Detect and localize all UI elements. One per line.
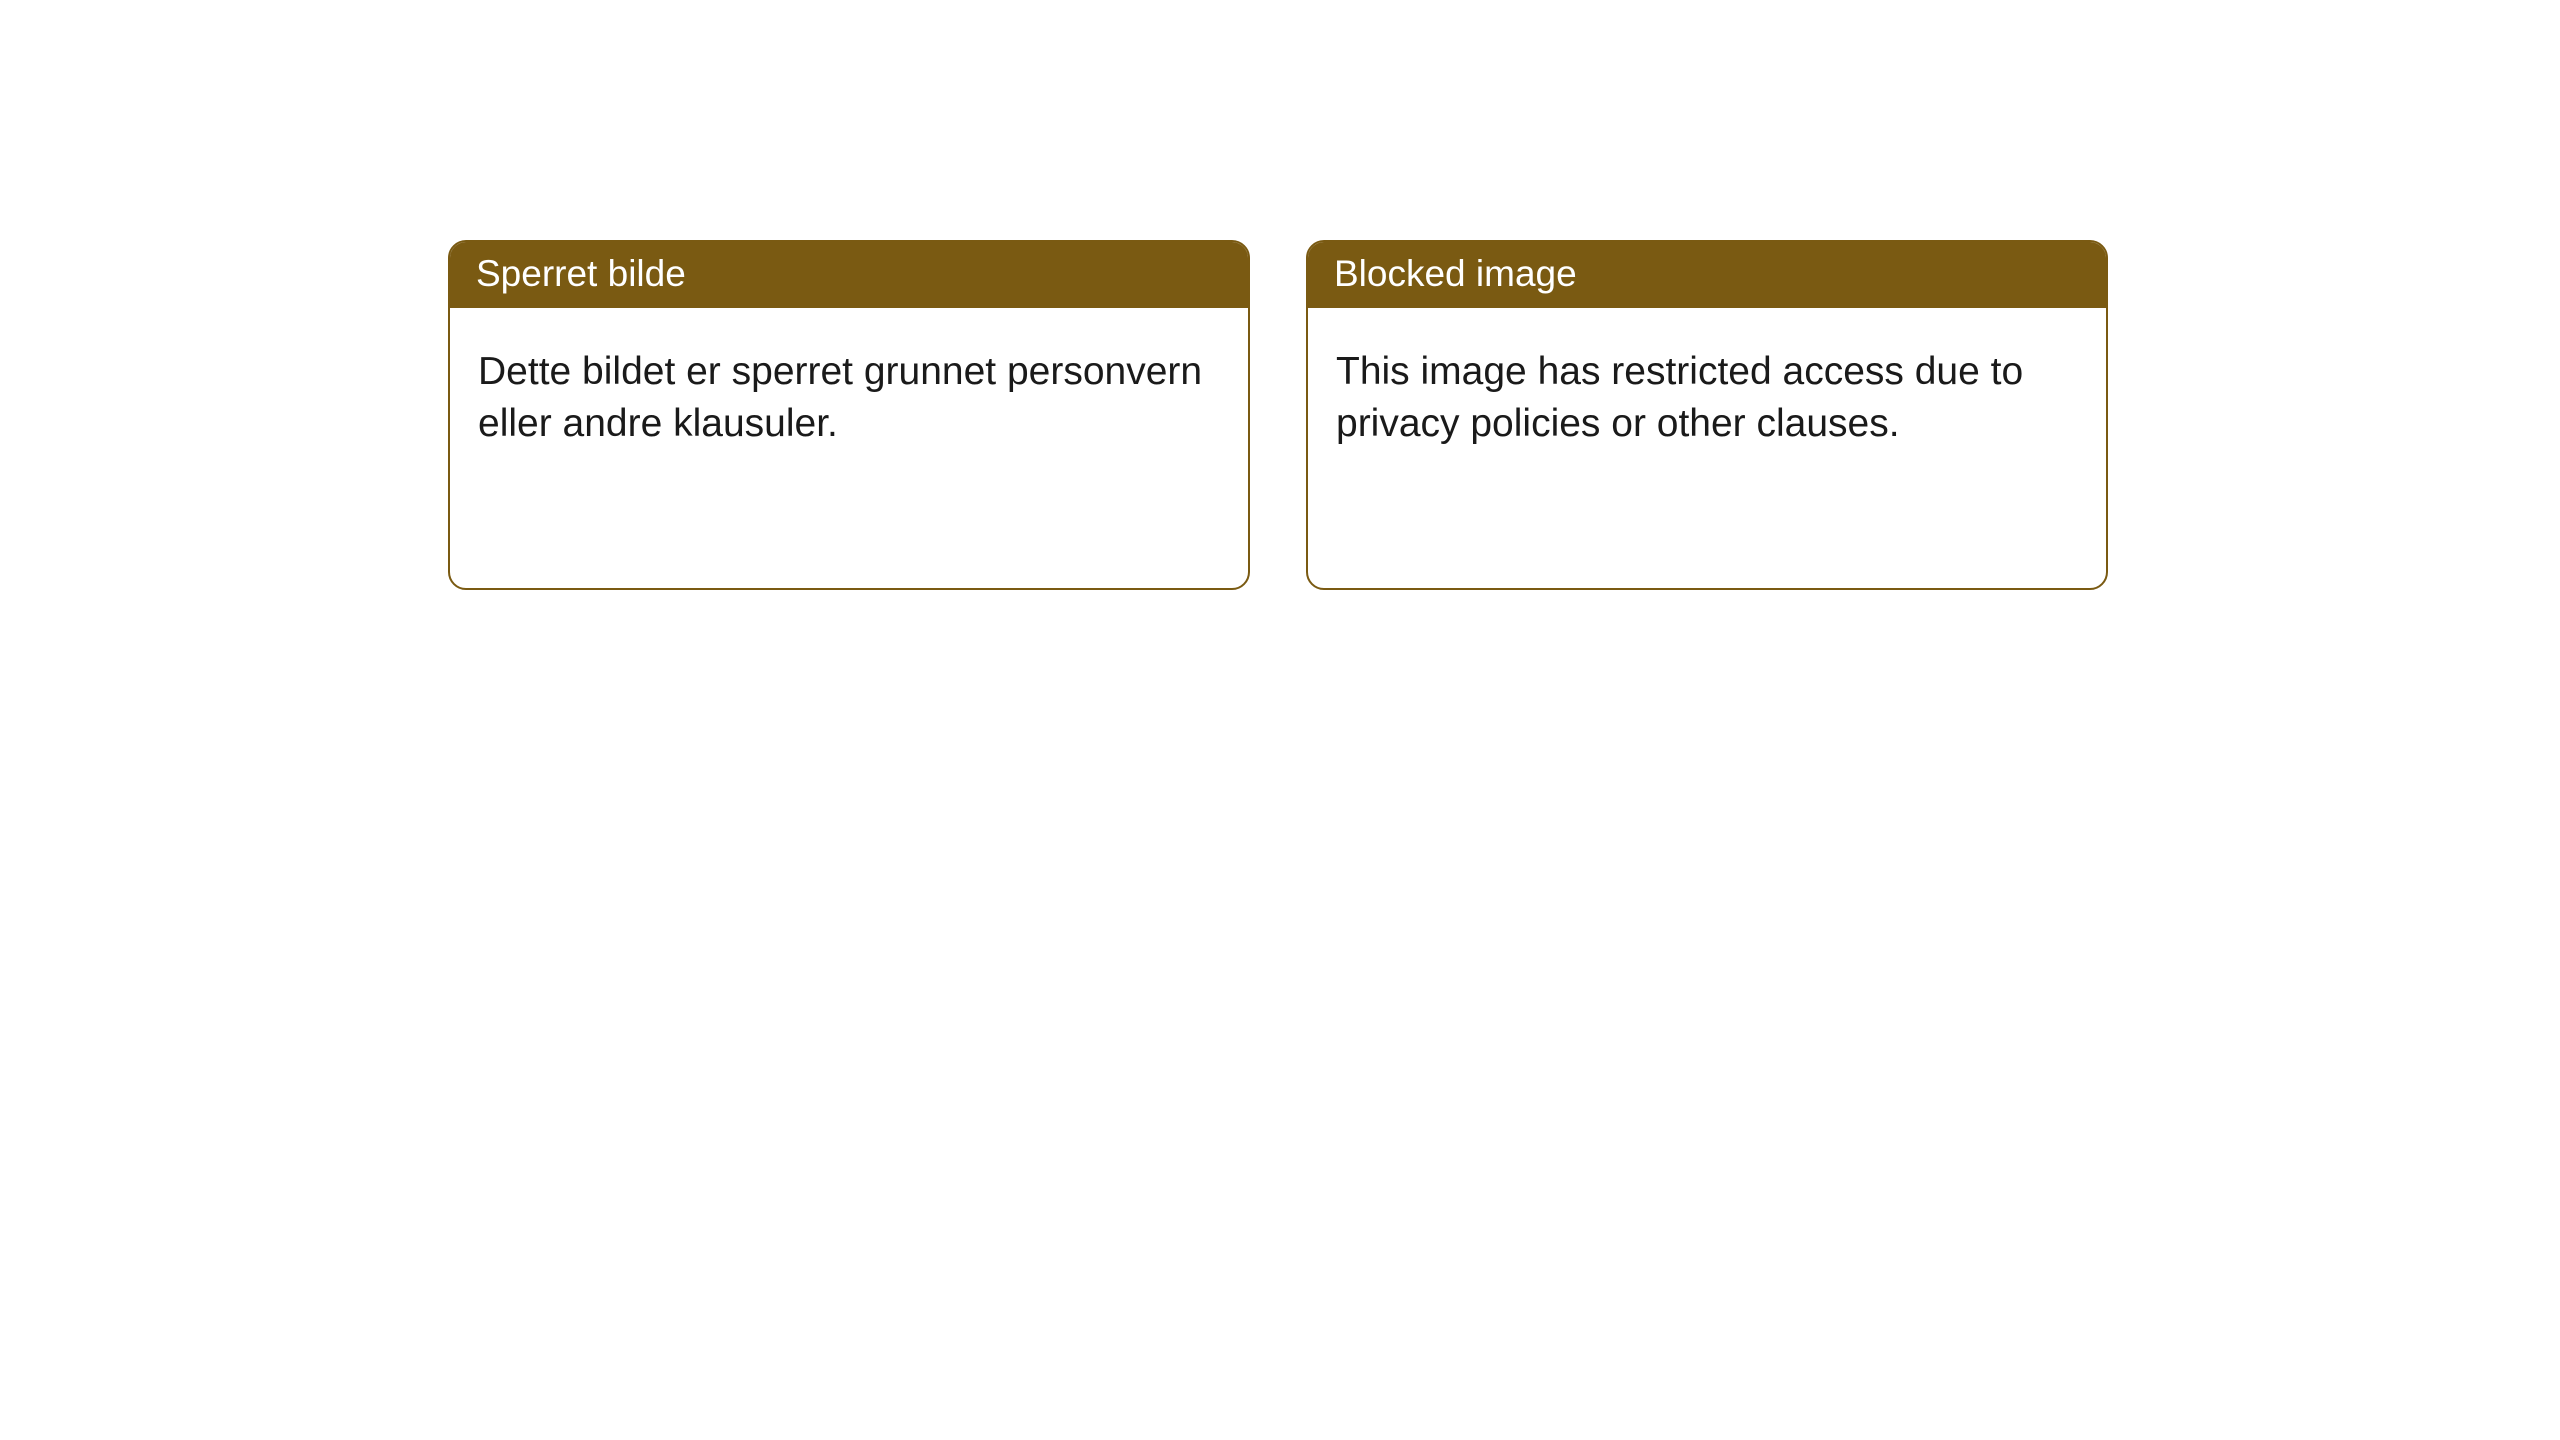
notice-title: Sperret bilde <box>476 253 686 294</box>
notice-header-english: Blocked image <box>1308 242 2106 308</box>
notice-message: This image has restricted access due to … <box>1336 350 2023 444</box>
notice-card-english: Blocked image This image has restricted … <box>1306 240 2108 590</box>
notice-body-norwegian: Dette bildet er sperret grunnet personve… <box>450 308 1248 588</box>
notice-message: Dette bildet er sperret grunnet personve… <box>478 350 1202 444</box>
notice-header-norwegian: Sperret bilde <box>450 242 1248 308</box>
notice-body-english: This image has restricted access due to … <box>1308 308 2106 588</box>
notice-container: Sperret bilde Dette bildet er sperret gr… <box>0 0 2560 590</box>
notice-title: Blocked image <box>1334 253 1577 294</box>
notice-card-norwegian: Sperret bilde Dette bildet er sperret gr… <box>448 240 1250 590</box>
